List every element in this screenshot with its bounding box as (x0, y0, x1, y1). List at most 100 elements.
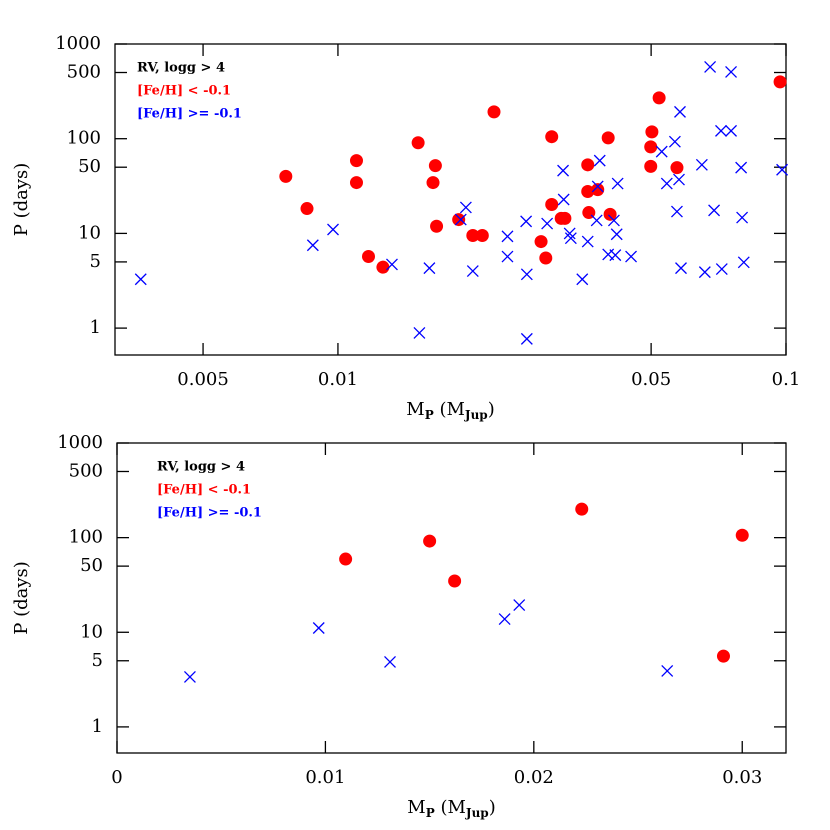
point (466, 229, 480, 243)
point (670, 161, 684, 175)
y-tick-label: 100 (67, 128, 101, 149)
point (725, 124, 738, 137)
point (737, 256, 750, 269)
point (590, 214, 603, 227)
point (487, 105, 501, 119)
x-axis-label: MP (MJup) (407, 797, 495, 820)
y-axis-label: P (days) (11, 561, 32, 635)
point (339, 552, 353, 566)
x-tick-label: 0.1 (772, 369, 801, 390)
point (349, 176, 363, 190)
point (466, 265, 479, 278)
point (660, 177, 673, 190)
point (361, 250, 375, 264)
point (735, 161, 748, 174)
x-axis-label-part: ) (489, 797, 496, 818)
point (715, 124, 727, 137)
point (327, 223, 339, 236)
point (735, 528, 749, 542)
point (591, 180, 604, 193)
point (668, 135, 681, 148)
point (607, 214, 620, 227)
point (601, 131, 615, 145)
legend-annotation: RV, logg > 4 (137, 61, 225, 76)
y-tick-label: 1000 (57, 432, 103, 453)
y-tick-label: 500 (67, 62, 101, 83)
point (541, 217, 554, 230)
point (411, 136, 425, 150)
legend-entry: [Fe/H] < -0.1 (157, 483, 251, 498)
point (563, 227, 576, 240)
x-axis-label-part: Jup (464, 408, 488, 422)
legend-annotation: RV, logg > 4 (157, 460, 245, 475)
plot: 1 5 10 50 100 500 1000 0.005 0.01 0.05 0.1 MP (MJup… (11, 33, 800, 422)
x-tick-label: 0.03 (722, 767, 762, 788)
point (610, 228, 623, 241)
legend-entry: [Fe/H] >= -0.1 (137, 107, 242, 122)
point (675, 262, 687, 275)
point (716, 649, 730, 663)
y-tick-label: 100 (69, 527, 103, 548)
point (698, 266, 711, 279)
y-axis-label: P (days) (11, 163, 32, 237)
point (776, 163, 789, 176)
x-tick-label: 0.02 (514, 767, 554, 788)
point (736, 211, 749, 224)
y-tick-label: 500 (69, 460, 103, 481)
point (454, 213, 467, 226)
x-tick-label: 0.01 (318, 369, 358, 390)
point (545, 130, 559, 144)
point (611, 177, 624, 190)
y-tick-label: 1000 (55, 33, 101, 54)
point (501, 250, 514, 263)
point (655, 145, 668, 158)
point (183, 671, 196, 683)
point (708, 204, 721, 217)
legend-entry: [Fe/H] < -0.1 (137, 84, 231, 99)
point (520, 332, 533, 345)
point (674, 105, 686, 118)
point (459, 201, 472, 214)
point (725, 65, 738, 78)
point (558, 211, 572, 225)
x-axis-label-part: M (407, 797, 425, 818)
legend-entry: [Fe/H] >= -0.1 (157, 506, 262, 521)
plot: 1 5 10 50 100 500 1000 0 0.01 0.02 0.03 MP (MJup) P … (11, 432, 787, 820)
x-axis-label-part: (M (434, 399, 465, 420)
point (673, 173, 685, 186)
point (520, 268, 533, 281)
point (539, 251, 553, 265)
point (645, 125, 659, 139)
plot-frame (116, 442, 787, 754)
point (545, 197, 559, 211)
x-axis-label-part: (M (435, 797, 466, 818)
point (423, 534, 437, 548)
point (593, 154, 606, 167)
point (591, 183, 605, 197)
x-tick-label: 0.05 (631, 369, 671, 390)
point (423, 262, 436, 275)
point (430, 219, 444, 233)
point (695, 158, 708, 171)
point (475, 229, 489, 243)
point (704, 60, 717, 73)
point (715, 263, 728, 276)
point (452, 213, 466, 227)
point (661, 665, 674, 677)
point (581, 158, 595, 172)
y-tick-label: 50 (78, 156, 101, 177)
point (581, 235, 594, 248)
plot-frame (114, 43, 787, 356)
y-tick-label: 1 (90, 317, 101, 338)
x-axis-label-part: ) (488, 399, 495, 420)
y-tick-label: 5 (90, 251, 101, 272)
point (576, 273, 589, 286)
x-axis-label-part: M (406, 399, 424, 420)
point (534, 235, 548, 249)
point (501, 230, 514, 243)
point (557, 164, 570, 177)
point (498, 613, 511, 625)
x-tick-label: 0 (111, 767, 122, 788)
point (581, 184, 595, 198)
